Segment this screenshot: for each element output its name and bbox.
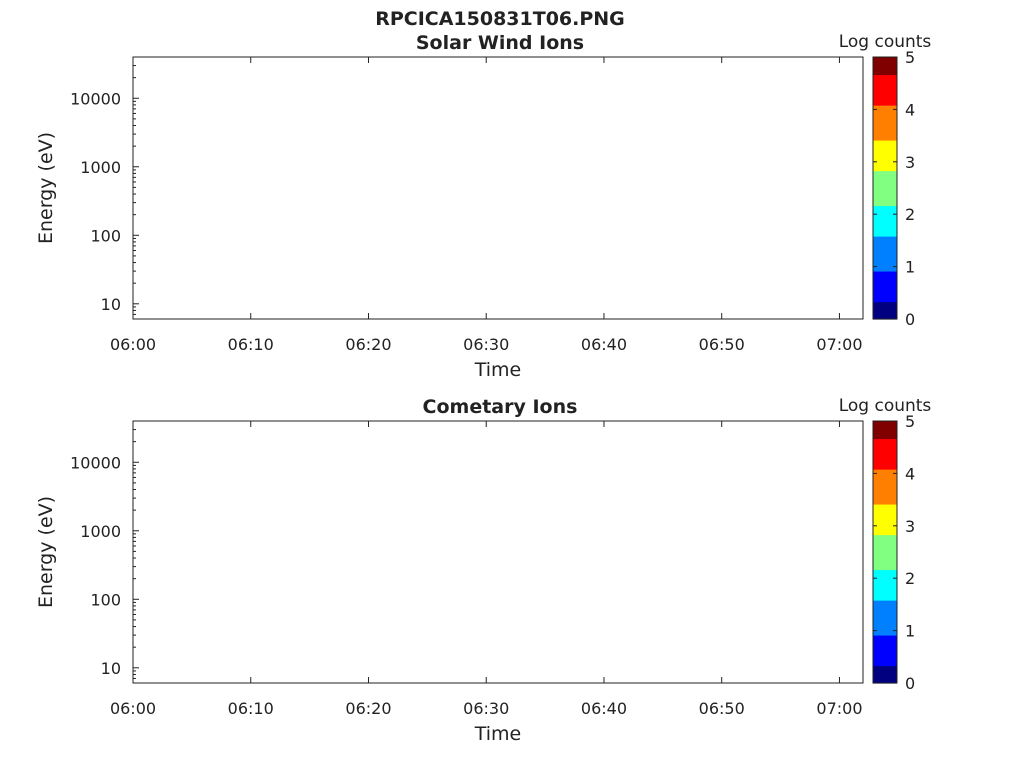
colorbar-segment bbox=[873, 231, 897, 237]
colorbar-segment bbox=[873, 87, 897, 93]
colorbar-segment bbox=[873, 292, 897, 298]
colorbar-segment bbox=[873, 70, 897, 76]
colorbar-segment bbox=[873, 174, 897, 180]
colorbar-segment bbox=[873, 61, 897, 67]
colorbar-tick-label: 5 bbox=[905, 48, 915, 67]
colorbar-segment bbox=[873, 253, 897, 259]
colorbar-segment bbox=[873, 105, 897, 110]
x-tick-label: 06:40 bbox=[581, 335, 627, 354]
colorbar-tick-label: 0 bbox=[905, 310, 915, 329]
colorbar-segment bbox=[873, 227, 897, 233]
colorbar-segment bbox=[873, 262, 897, 268]
colorbar-segment bbox=[873, 83, 897, 89]
colorbar-segment bbox=[873, 157, 897, 163]
colorbar-segment bbox=[873, 118, 897, 124]
colorbar-tick-label: 3 bbox=[905, 153, 915, 172]
colorbar-segment bbox=[873, 91, 897, 97]
x-tick-label: 06:20 bbox=[345, 335, 391, 354]
colorbar-segment bbox=[873, 266, 897, 272]
colorbar-segment bbox=[873, 113, 897, 119]
colorbar-segment bbox=[873, 240, 897, 246]
colorbar-segment bbox=[873, 205, 897, 211]
colorbar-segment bbox=[873, 153, 897, 159]
colorbar-segment bbox=[873, 257, 897, 263]
colorbar-segment bbox=[873, 297, 897, 303]
colorbar-tick-label: 2 bbox=[905, 205, 915, 224]
colorbar-segment bbox=[873, 310, 897, 316]
colorbar-segment bbox=[873, 249, 897, 255]
solar-wind-x-ticks: 06:00 06:10 06:20 06:30 06:40 06:50 07:00 bbox=[110, 57, 863, 354]
colorbar-segment bbox=[873, 244, 897, 250]
colorbar-segment bbox=[873, 135, 897, 141]
colorbar-segment bbox=[873, 78, 897, 84]
solar-wind-colorbar-label: Log counts bbox=[839, 32, 932, 52]
y-tick-label: 10 bbox=[101, 295, 121, 314]
colorbar-segment bbox=[873, 301, 897, 307]
colorbar-segment bbox=[873, 314, 897, 320]
colorbar-segment bbox=[873, 288, 897, 294]
colorbar-segment bbox=[873, 170, 897, 176]
solar-wind-x-label: Time bbox=[474, 359, 522, 381]
colorbar-tick-label: 1 bbox=[905, 258, 915, 277]
colorbar-segment bbox=[873, 65, 897, 71]
colorbar-segment bbox=[873, 166, 897, 172]
colorbar-segment bbox=[873, 196, 897, 202]
colorbar-segment bbox=[873, 305, 897, 311]
colorbar-segment bbox=[873, 139, 897, 145]
colorbar-segment bbox=[873, 74, 897, 80]
colorbar-segment bbox=[873, 131, 897, 137]
y-tick-label: 10000 bbox=[70, 89, 121, 108]
solar-wind-plot-frame bbox=[132, 56, 864, 320]
cometary-title: Cometary Ions bbox=[423, 396, 578, 418]
colorbar-segment bbox=[873, 201, 897, 207]
colorbar-segment bbox=[873, 275, 897, 281]
colorbar-segment bbox=[873, 122, 897, 128]
colorbar-segment bbox=[873, 214, 897, 220]
colorbar-segment bbox=[873, 100, 897, 106]
colorbar-segment bbox=[873, 109, 897, 115]
solar-wind-colorbar: 0 1 2 3 4 5 bbox=[872, 48, 915, 329]
figure-title: RPCICA150831T06.PNG bbox=[375, 8, 625, 30]
y-tick-label: 1000 bbox=[80, 158, 121, 177]
x-tick-label: 06:10 bbox=[228, 335, 274, 354]
colorbar-segment bbox=[873, 188, 897, 193]
colorbar-segment bbox=[873, 192, 897, 198]
x-tick-label: 06:50 bbox=[699, 335, 745, 354]
colorbar-segment bbox=[873, 161, 897, 167]
solar-wind-title: Solar Wind Ions bbox=[416, 32, 584, 54]
colorbar-segment bbox=[873, 96, 897, 102]
solar-wind-y-ticks: 10 100 1000 10000 bbox=[70, 56, 139, 320]
colorbar-segment bbox=[873, 218, 897, 224]
x-tick-label: 06:30 bbox=[463, 335, 509, 354]
colorbar-segment bbox=[873, 279, 897, 285]
colorbar-segment bbox=[873, 179, 897, 185]
colorbar-segment bbox=[873, 209, 897, 215]
colorbar-segment bbox=[873, 148, 897, 154]
x-tick-label: 07:00 bbox=[816, 335, 862, 354]
colorbar-segment bbox=[873, 270, 897, 276]
colorbar-tick-label: 4 bbox=[905, 100, 915, 119]
colorbar-segment bbox=[873, 144, 897, 150]
colorbar-segment bbox=[873, 236, 897, 241]
colorbar-frame bbox=[872, 56, 898, 320]
y-tick-label: 100 bbox=[90, 226, 121, 245]
x-tick-label: 06:00 bbox=[110, 335, 156, 354]
colorbar-segment bbox=[873, 284, 897, 290]
colorbar-segment bbox=[873, 183, 897, 189]
colorbar-segment bbox=[873, 57, 897, 62]
colorbar-segment bbox=[873, 222, 897, 228]
colorbar-segment bbox=[873, 126, 897, 132]
solar-wind-y-label: Energy (eV) bbox=[35, 132, 57, 244]
